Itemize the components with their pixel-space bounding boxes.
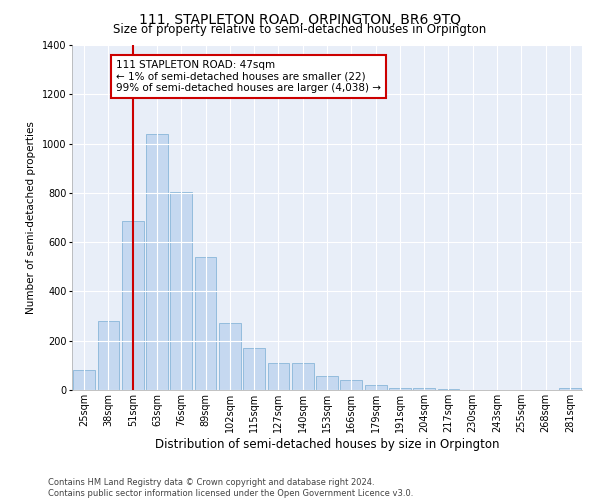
Bar [122,221,143,390]
Text: Size of property relative to semi-detached houses in Orpington: Size of property relative to semi-detach… [113,22,487,36]
Bar [365,385,386,390]
Bar [146,134,168,390]
Bar [170,192,192,390]
Text: Contains HM Land Registry data © Crown copyright and database right 2024.
Contai: Contains HM Land Registry data © Crown c… [48,478,413,498]
Bar [243,348,265,390]
X-axis label: Distribution of semi-detached houses by size in Orpington: Distribution of semi-detached houses by … [155,438,499,451]
Bar [194,257,217,390]
Bar [413,388,435,390]
Bar [292,363,314,390]
Text: 111 STAPLETON ROAD: 47sqm
← 1% of semi-detached houses are smaller (22)
99% of s: 111 STAPLETON ROAD: 47sqm ← 1% of semi-d… [116,60,381,93]
Text: 111, STAPLETON ROAD, ORPINGTON, BR6 9TQ: 111, STAPLETON ROAD, ORPINGTON, BR6 9TQ [139,12,461,26]
Bar [559,388,581,390]
Bar [97,321,119,390]
Bar [268,363,289,390]
Y-axis label: Number of semi-detached properties: Number of semi-detached properties [26,121,36,314]
Bar [73,370,95,390]
Bar [389,388,411,390]
Bar [437,389,460,390]
Bar [219,324,241,390]
Bar [316,376,338,390]
Bar [340,380,362,390]
